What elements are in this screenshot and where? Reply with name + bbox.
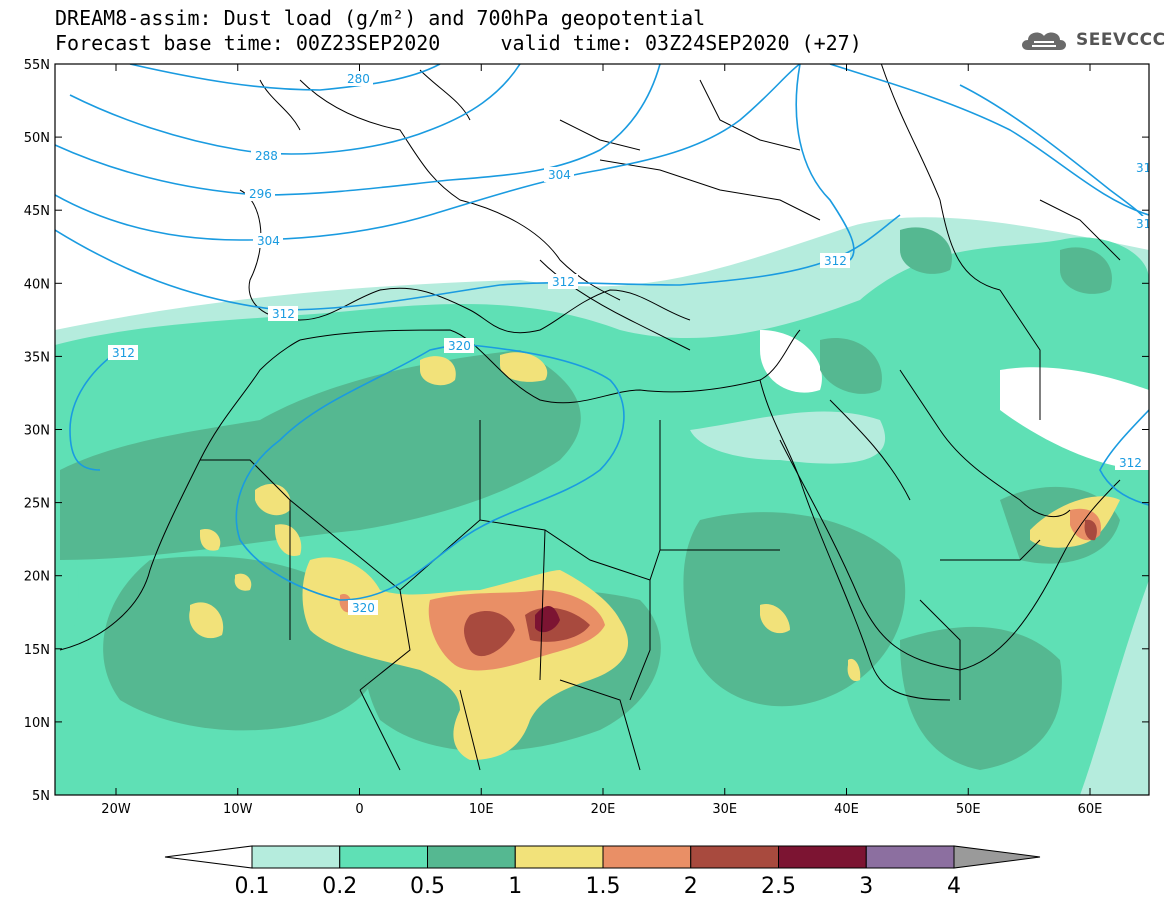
colorbar: 0.1 0.2 0.5 1 1.5 2 2.5 3 4 bbox=[164, 845, 1041, 899]
coastlines bbox=[59, 64, 1121, 771]
colorbar-label: 2 bbox=[684, 874, 698, 899]
contour-label: 312 bbox=[272, 307, 295, 321]
map-title-line2: Forecast base time: 00Z23SEP2020 valid t… bbox=[55, 31, 862, 55]
colorbar-label: 0.1 bbox=[235, 874, 270, 899]
geopotential-contours bbox=[55, 64, 1149, 601]
lon-label: 60E bbox=[1078, 802, 1103, 817]
contour-label: 312 bbox=[1136, 161, 1159, 175]
lon-label: 10W bbox=[223, 802, 253, 817]
lon-label: 20E bbox=[591, 802, 616, 817]
lat-label: 5N bbox=[32, 789, 50, 804]
lat-label: 55N bbox=[24, 58, 50, 73]
colorbar-swatch bbox=[865, 845, 955, 869]
lon-label: 50E bbox=[956, 802, 981, 817]
contour-label: 296 bbox=[249, 187, 272, 201]
colorbar-swatch bbox=[602, 845, 692, 869]
lat-label: 25N bbox=[24, 497, 50, 512]
map-title-line1: DREAM8-assim: Dust load (g/m²) and 700hP… bbox=[55, 6, 706, 30]
colorbar-swatch bbox=[514, 845, 604, 869]
cloud-icon bbox=[1022, 32, 1066, 50]
lon-axis: 20W 10W 0 10E 20E 30E 40E 50E 60E bbox=[101, 64, 1102, 817]
lat-label: 30N bbox=[24, 424, 50, 439]
logo-text: SEEVCCC bbox=[1076, 30, 1165, 50]
colorbar-label: 0.5 bbox=[410, 874, 445, 899]
colorbar-swatch bbox=[690, 845, 779, 869]
lat-axis: 55N 50N 45N 40N 35N 30N 25N 20N 15N 10N 5N bbox=[24, 58, 1149, 804]
contour-label: 320 bbox=[448, 339, 471, 353]
contour-label: 312 bbox=[552, 275, 575, 289]
contour-label: 304 bbox=[257, 234, 280, 248]
contour-labels: 280 288 296 304 304 312 312 312 312 312 … bbox=[108, 71, 1159, 615]
colorbar-label: 3 bbox=[859, 874, 873, 899]
lat-label: 40N bbox=[24, 277, 50, 292]
colorbar-swatch bbox=[778, 845, 867, 869]
lat-label: 15N bbox=[24, 643, 50, 658]
colorbar-swatch bbox=[427, 845, 516, 869]
dust-field bbox=[55, 217, 1149, 795]
lat-label: 10N bbox=[24, 716, 50, 731]
lat-label: 20N bbox=[24, 570, 50, 585]
lat-label: 50N bbox=[24, 131, 50, 146]
contour-label: 312 bbox=[1136, 217, 1159, 231]
contour-label: 288 bbox=[255, 149, 278, 163]
contour-label: 312 bbox=[1119, 456, 1142, 470]
lon-label: 30E bbox=[712, 802, 737, 817]
lon-label: 40E bbox=[834, 802, 859, 817]
contour-label: 304 bbox=[548, 168, 571, 182]
lon-label: 20W bbox=[101, 802, 131, 817]
colorbar-swatch bbox=[251, 845, 341, 869]
colorbar-swatch bbox=[339, 845, 428, 869]
contour-label: 280 bbox=[347, 72, 370, 86]
contour-label: 312 bbox=[112, 346, 135, 360]
colorbar-label: 0.2 bbox=[322, 874, 357, 899]
colorbar-min-arrow bbox=[164, 845, 253, 869]
lat-label: 35N bbox=[24, 350, 50, 365]
colorbar-max-arrow bbox=[953, 845, 1041, 869]
lon-label: 0 bbox=[355, 802, 363, 817]
lon-label: 10E bbox=[469, 802, 494, 817]
contour-label: 320 bbox=[352, 601, 375, 615]
colorbar-label: 1 bbox=[508, 874, 522, 899]
seevccc-logo: SEEVCCC bbox=[1018, 26, 1165, 54]
lat-label: 45N bbox=[24, 204, 50, 219]
colorbar-label: 1.5 bbox=[586, 874, 621, 899]
contour-label: 312 bbox=[824, 254, 847, 268]
colorbar-label: 4 bbox=[947, 874, 961, 899]
colorbar-label: 2.5 bbox=[761, 874, 796, 899]
